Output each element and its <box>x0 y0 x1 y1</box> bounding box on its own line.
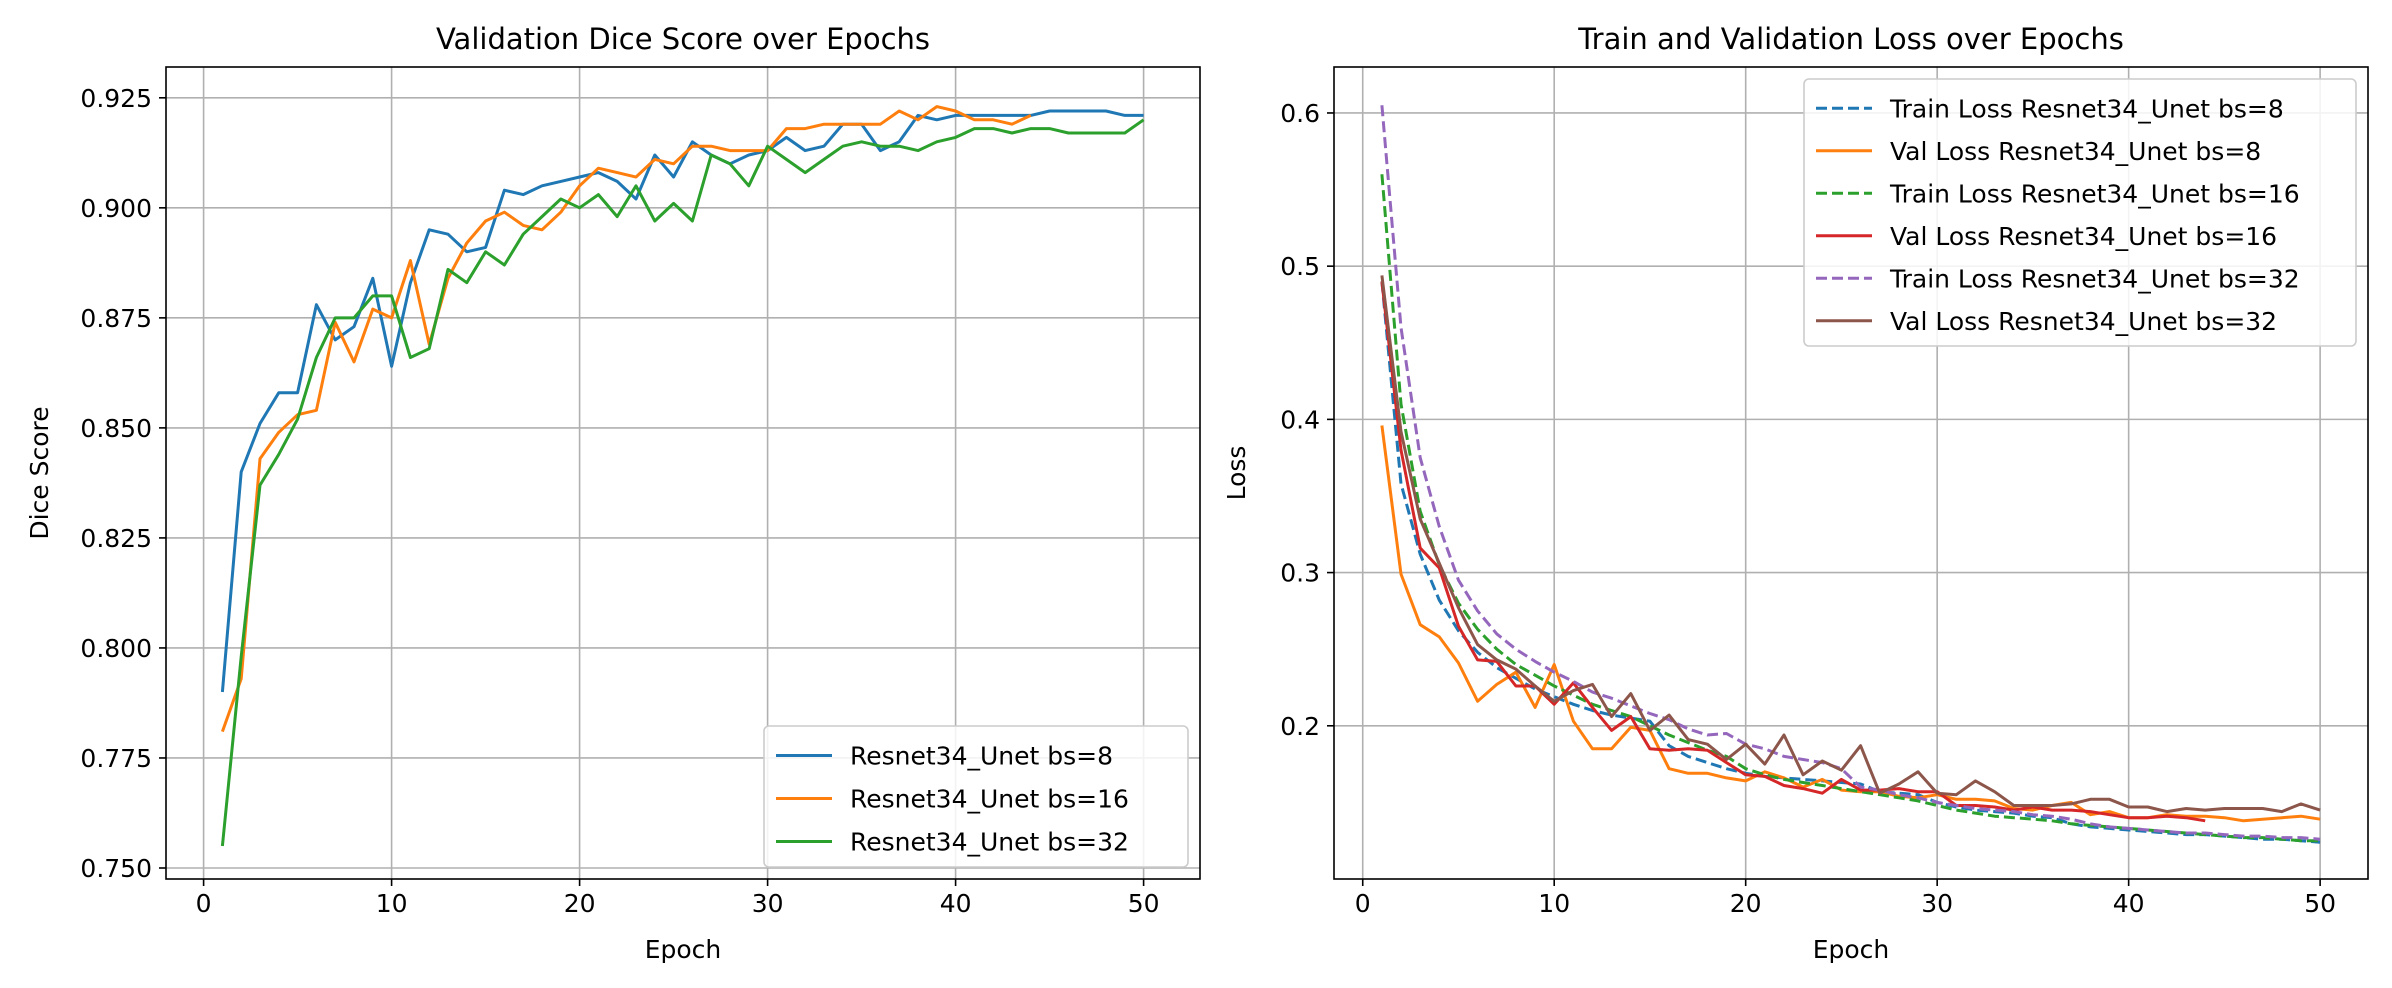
y-tick-label: 0.750 <box>80 854 152 883</box>
x-tick-label: 50 <box>2304 889 2336 918</box>
axis-ticks: 0 10 20 30 40 50 0.750 0.775 0.800 0.825 0.850 0.87… <box>80 84 1159 918</box>
x-tick-label: 10 <box>376 889 408 918</box>
legend-label: Val Loss Resnet34_Unet bs=32 <box>1890 307 2277 336</box>
legend-label: Val Loss Resnet34_Unet bs=8 <box>1890 137 2261 166</box>
x-tick-label: 40 <box>2113 889 2145 918</box>
x-tick-label: 20 <box>564 889 596 918</box>
y-tick-label: 0.875 <box>80 304 152 333</box>
x-tick-label: 10 <box>1538 889 1570 918</box>
plot-frame <box>1333 66 2369 880</box>
legend-label: Train Loss Resnet34_Unet bs=32 <box>1889 264 2300 293</box>
y-tick-label: 0.6 <box>1280 99 1320 128</box>
y-tick-label: 0.5 <box>1280 252 1320 281</box>
x-tick-label: 20 <box>1730 889 1762 918</box>
y-tick-label: 0.850 <box>80 414 152 443</box>
y-axis-label: Loss <box>1222 446 1251 501</box>
y-tick-label: 0.925 <box>80 84 152 113</box>
series-line <box>1380 275 2321 814</box>
axis-ticks: 0 10 20 30 40 50 0.2 0.3 0.4 0.5 0.6 <box>1280 99 2336 918</box>
legend-label: Train Loss Resnet34_Unet bs=8 <box>1889 94 2284 123</box>
legend-label: Resnet34_Unet bs=8 <box>850 742 1113 771</box>
legend: Resnet34_Unet bs=8 Resnet34_Unet bs=16 Res… <box>763 725 1189 868</box>
dice-score-panel: Validation Dice Score over Epochs 0 10 20 3… <box>25 22 1201 964</box>
legend-box <box>763 725 1189 868</box>
x-tick-label: 50 <box>1128 889 1160 918</box>
x-axis-label: Epoch <box>645 935 722 964</box>
chart-title: Train and Validation Loss over Epochs <box>1577 22 2124 56</box>
y-axis-label: Dice Score <box>25 406 54 539</box>
y-tick-label: 0.775 <box>80 744 152 773</box>
y-tick-label: 0.2 <box>1280 712 1320 741</box>
loss-panel: Train and Validation Loss over Epochs 0 1… <box>1222 22 2369 964</box>
chart-title: Validation Dice Score over Epochs <box>436 22 930 56</box>
legend-box <box>1803 78 2357 347</box>
legend-label: Resnet34_Unet bs=32 <box>850 828 1129 857</box>
legend-label: Val Loss Resnet34_Unet bs=16 <box>1890 222 2277 251</box>
series-line <box>1380 281 2206 823</box>
y-tick-label: 0.4 <box>1280 405 1320 434</box>
x-tick-label: 30 <box>1921 889 1953 918</box>
series-group <box>220 105 1145 847</box>
series-group <box>1380 105 2321 844</box>
x-tick-label: 0 <box>196 889 212 918</box>
x-tick-label: 40 <box>940 889 972 918</box>
y-tick-label: 0.3 <box>1280 559 1320 588</box>
legend: Train Loss Resnet34_Unet bs=8 Val Loss Re… <box>1803 78 2357 347</box>
y-tick-label: 0.900 <box>80 194 152 223</box>
series-line <box>1380 425 2321 823</box>
series-line <box>1380 105 2321 841</box>
legend-label: Train Loss Resnet34_Unet bs=16 <box>1889 179 2300 208</box>
plot-frame <box>165 66 1201 880</box>
series-line <box>220 118 1145 847</box>
series-line <box>220 109 1144 693</box>
x-tick-label: 0 <box>1355 889 1371 918</box>
series-line <box>220 105 1032 733</box>
legend-label: Resnet34_Unet bs=16 <box>850 785 1129 814</box>
x-axis-label: Epoch <box>1813 935 1890 964</box>
x-tick-label: 30 <box>752 889 784 918</box>
y-tick-label: 0.800 <box>80 634 152 663</box>
y-tick-label: 0.825 <box>80 524 152 553</box>
